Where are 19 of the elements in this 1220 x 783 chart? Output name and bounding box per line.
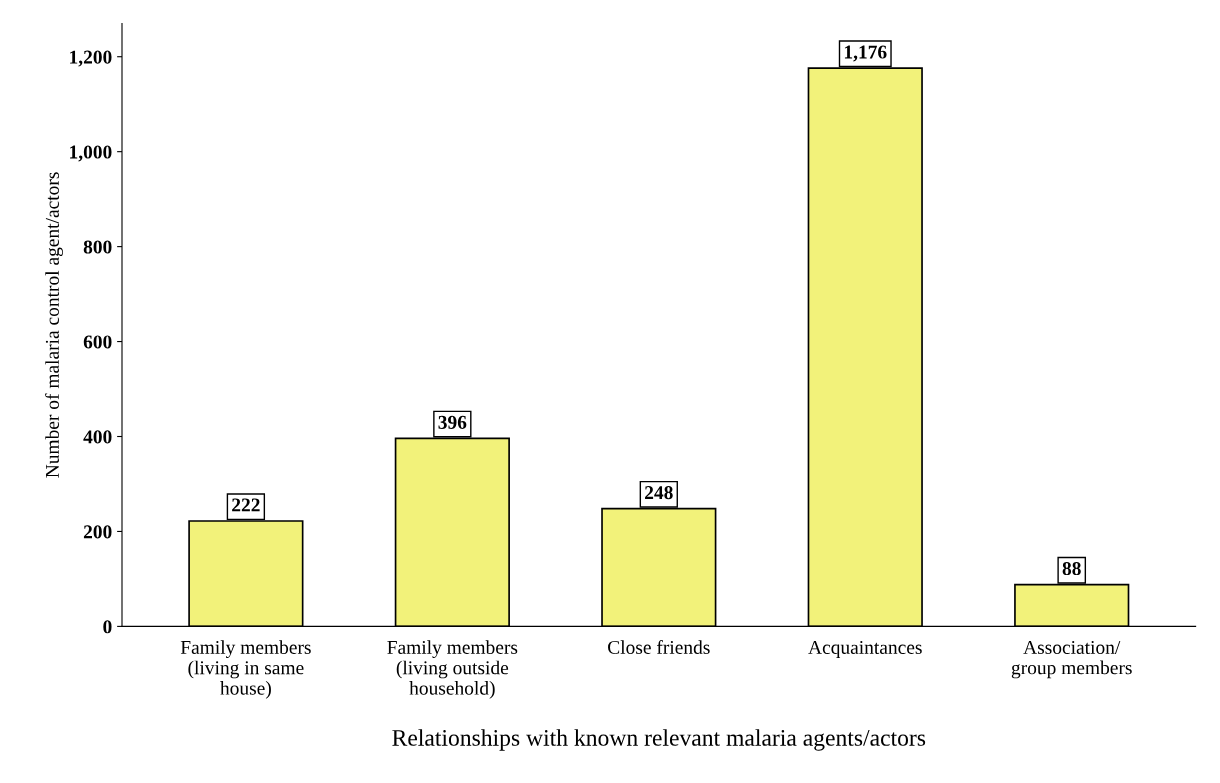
data-label: 222 bbox=[232, 498, 260, 512]
data-label: 1,176 bbox=[844, 45, 887, 62]
data-label: 248 bbox=[645, 486, 673, 500]
y-axis-title: Number of malaria control agent/actors bbox=[45, 172, 63, 478]
data-label: 88 bbox=[1062, 562, 1081, 576]
y-tick-label: 0 bbox=[103, 620, 112, 634]
y-tick-label: 800 bbox=[83, 240, 112, 254]
x-tick-label: Association/ group members bbox=[1011, 640, 1132, 679]
x-tick-label: Family members (living outside household) bbox=[387, 640, 518, 699]
x-tick-label: Family members (living in same house) bbox=[180, 640, 311, 699]
y-tick-label: 1,000 bbox=[70, 145, 112, 162]
data-label: 396 bbox=[438, 415, 467, 429]
x-tick-label: Close friends bbox=[608, 640, 710, 654]
y-tick-label: 200 bbox=[83, 525, 112, 539]
x-axis-title: Relationships with known relevant malaria agents/actors bbox=[392, 729, 926, 751]
y-tick-label: 1,200 bbox=[70, 50, 112, 67]
y-tick-label: 600 bbox=[83, 335, 112, 349]
x-tick-label: Acquaintances bbox=[808, 640, 922, 658]
y-tick-label: 400 bbox=[83, 430, 112, 444]
